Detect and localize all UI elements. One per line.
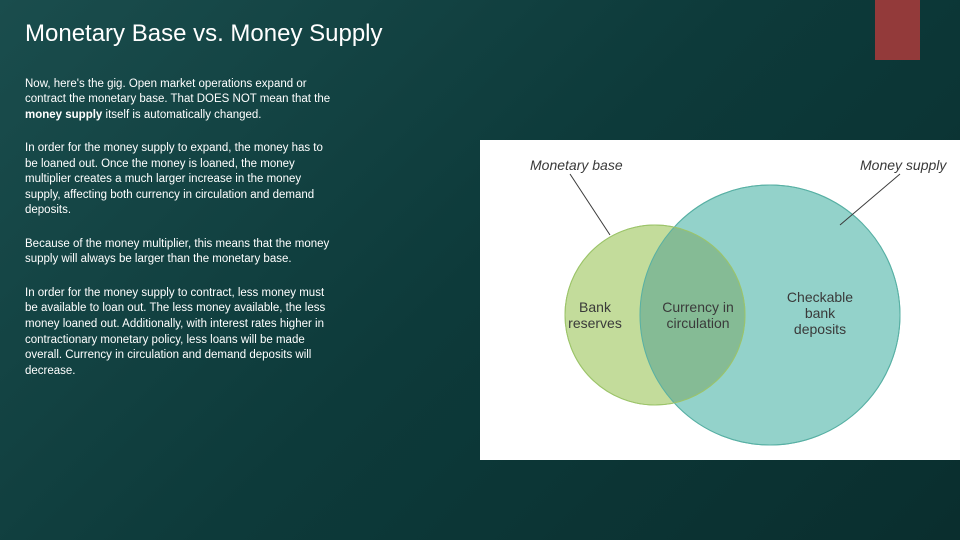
accent-bar: [875, 0, 920, 60]
paragraph-3: Because of the money multiplier, this me…: [25, 237, 335, 268]
paragraph-4: In order for the money supply to contrac…: [25, 286, 335, 379]
venn-diagram: Monetary baseMoney supplyBankreservesCur…: [480, 140, 960, 460]
p1-bold: money supply: [25, 109, 102, 121]
p1-post: itself is automatically changed.: [102, 109, 261, 121]
paragraph-1: Now, here's the gig. Open market operati…: [25, 77, 335, 124]
paragraph-2: In order for the money supply to expand,…: [25, 141, 335, 219]
currency-label: Currency incirculation: [662, 299, 734, 331]
p1-pre: Now, here's the gig. Open market operati…: [25, 78, 330, 106]
money-supply-label: Money supply: [860, 157, 947, 173]
monetary-base-label: Monetary base: [530, 157, 623, 173]
slide-title: Monetary Base vs. Money Supply: [25, 20, 465, 49]
text-content: Monetary Base vs. Money Supply Now, here…: [25, 20, 465, 397]
